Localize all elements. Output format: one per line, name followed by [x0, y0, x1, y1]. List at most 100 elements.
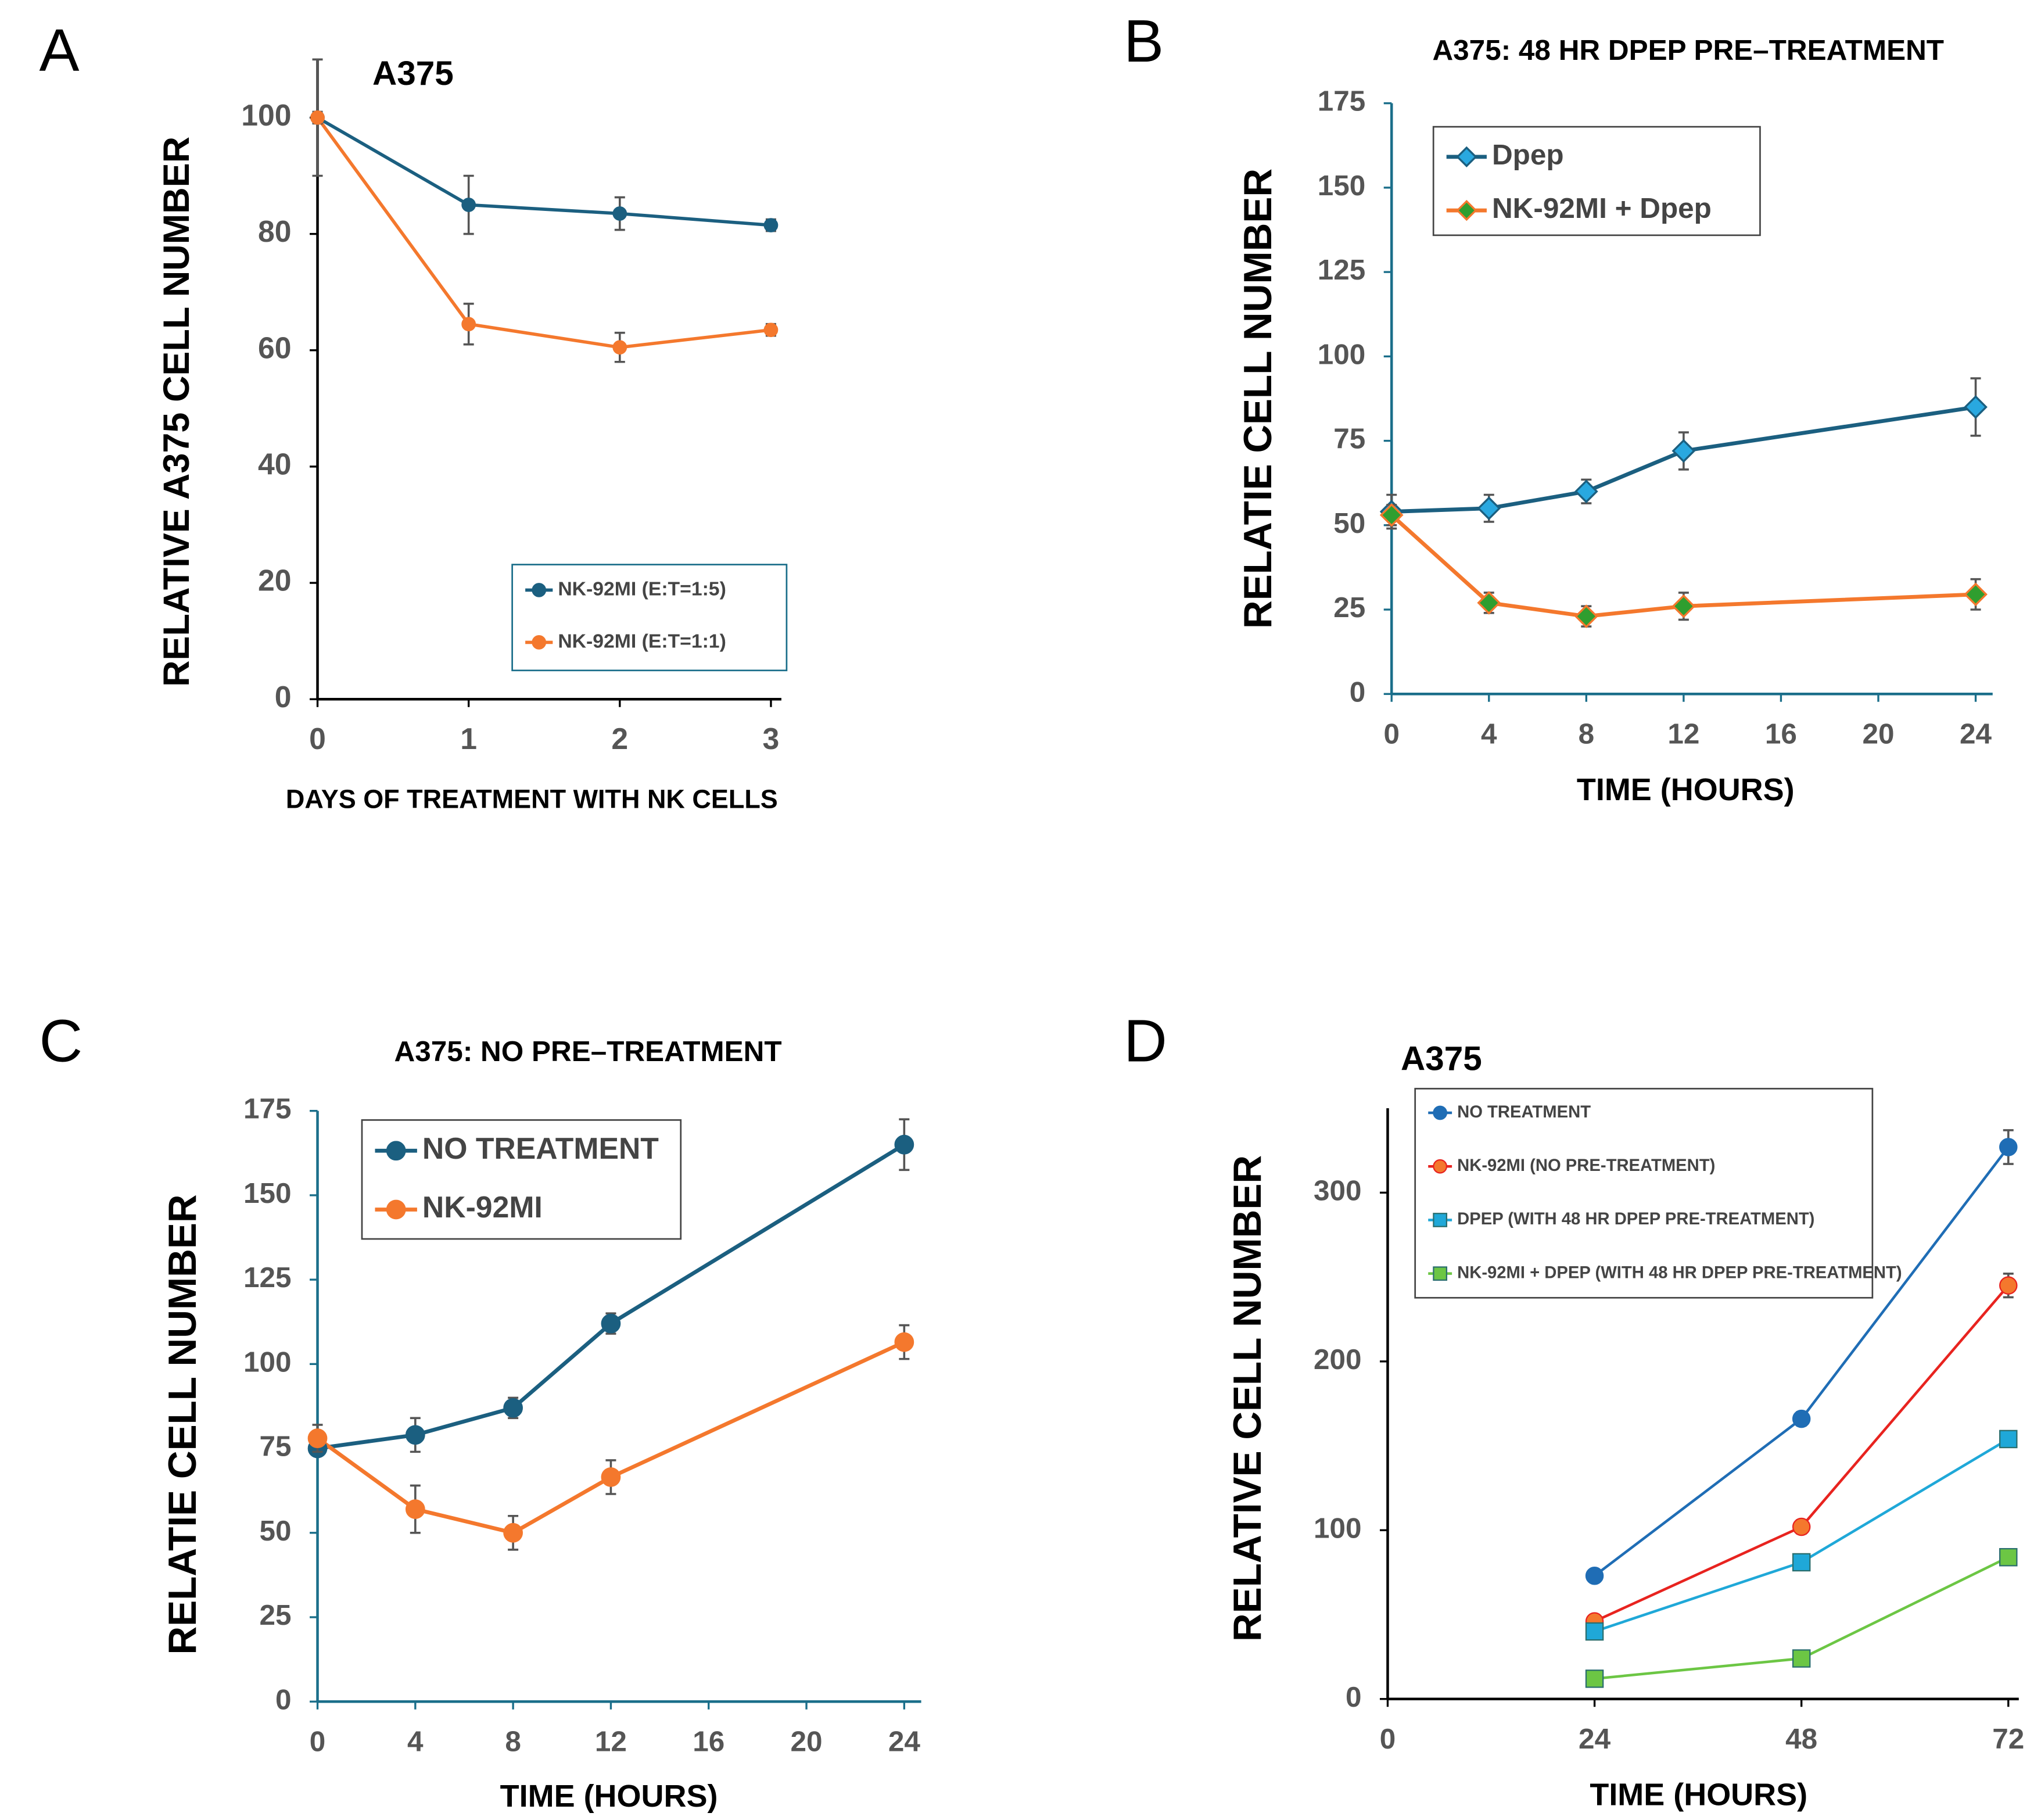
marker	[386, 1199, 406, 1220]
marker	[1456, 199, 1477, 221]
y-tick-label: 100	[243, 1346, 292, 1378]
chart-title: A375: NO PRE–TREATMENT	[394, 1036, 782, 1067]
y-tick-label: 50	[1333, 507, 1365, 539]
marker	[1999, 1138, 2018, 1156]
marker	[1585, 1566, 1604, 1585]
panel-label: A	[39, 16, 79, 84]
x-tick-label: 20	[1862, 718, 1894, 750]
x-tick-label: 8	[1579, 718, 1595, 750]
y-tick-label: 175	[243, 1093, 292, 1125]
series-line	[317, 116, 772, 227]
legend-box	[1414, 1088, 1874, 1299]
chart-title: A375	[1401, 1040, 1482, 1078]
marker	[1999, 1276, 2018, 1295]
marker	[1792, 1409, 1811, 1428]
y-tick-label: 125	[1318, 254, 1366, 286]
y-tick-label: 0	[275, 680, 292, 714]
y-axis-title: RELATIE CELL NUMBER	[1236, 169, 1280, 629]
chart-title: A375	[372, 55, 454, 92]
y-tick-label: 175	[1318, 85, 1366, 117]
marker	[763, 218, 779, 232]
y-tick-label: 80	[258, 214, 292, 248]
marker	[1456, 146, 1477, 168]
marker	[1433, 1213, 1448, 1227]
marker	[1574, 479, 1598, 504]
y-tick-label: 75	[1333, 423, 1365, 455]
y-tick-label: 0	[1346, 1681, 1362, 1713]
marker	[1574, 604, 1598, 629]
legend-box	[361, 1119, 682, 1240]
legend-label: NK-92MI (E:T=1:5)	[558, 578, 726, 600]
y-tick-label: 150	[1318, 170, 1366, 202]
x-tick-label: 0	[1380, 1723, 1396, 1755]
x-tick-label: 24	[888, 1725, 921, 1757]
x-tick-label: 12	[1667, 718, 1699, 750]
marker	[461, 317, 476, 332]
legend-label: NO TREATMENT	[422, 1131, 659, 1165]
marker	[1433, 1266, 1448, 1281]
y-tick-label: 200	[1314, 1343, 1362, 1375]
y-axis-title: RELATIVE A375 CELL NUMBER	[156, 137, 197, 687]
x-tick-label: 1	[460, 722, 477, 755]
y-tick-label: 25	[260, 1599, 292, 1631]
y-tick-label: 60	[258, 331, 292, 364]
marker	[1585, 1622, 1604, 1641]
y-tick-label: 50	[260, 1515, 292, 1547]
y-tick-label: 100	[1314, 1512, 1362, 1544]
marker	[612, 206, 627, 221]
marker	[310, 110, 325, 125]
y-axis-title: RELATIVE CELL NUMBER	[1226, 1155, 1269, 1642]
y-tick-label: 75	[260, 1431, 292, 1463]
marker	[763, 323, 779, 338]
y-tick-label: 100	[1318, 338, 1366, 370]
marker	[1792, 1517, 1811, 1536]
x-tick-label: 3	[763, 722, 780, 755]
legend-label: DPEP (WITH 48 HR DPEP PRE-TREATMENT)	[1457, 1210, 1814, 1228]
marker	[503, 1522, 523, 1543]
y-tick-label: 40	[258, 447, 292, 481]
marker	[405, 1499, 425, 1519]
y-tick-label: 25	[1333, 592, 1365, 624]
x-tick-label: 16	[693, 1725, 724, 1757]
x-tick-label: 24	[1960, 718, 1992, 750]
marker	[1585, 1669, 1604, 1688]
series-line	[316, 116, 772, 349]
y-tick-label: 20	[258, 564, 292, 597]
x-axis-title: TIME (HOURS)	[1577, 772, 1795, 807]
x-tick-label: 8	[505, 1725, 521, 1757]
marker	[601, 1467, 621, 1487]
marker	[1433, 1105, 1448, 1120]
legend-label: NK-92MI + Dpep	[1492, 192, 1712, 224]
x-tick-label: 0	[1383, 718, 1400, 750]
x-tick-label: 0	[310, 1725, 326, 1757]
marker	[894, 1332, 914, 1352]
marker	[612, 340, 627, 355]
panel-label: D	[1124, 1007, 1167, 1074]
legend-box	[1432, 126, 1761, 237]
marker	[461, 198, 476, 212]
marker	[1477, 496, 1501, 521]
marker	[386, 1141, 406, 1161]
x-axis-title: TIME (HOURS)	[1590, 1778, 1807, 1812]
chart-title: A375: 48 HR DPEP PRE–TREATMENT	[1432, 34, 1944, 66]
marker	[1671, 594, 1696, 618]
marker	[1964, 395, 1988, 419]
marker	[1964, 582, 1988, 607]
y-tick-label: 300	[1314, 1174, 1362, 1206]
x-axis-title: DAYS OF TREATMENT WITH NK CELLS	[286, 784, 778, 814]
y-tick-label: 0	[275, 1683, 292, 1715]
x-tick-label: 24	[1579, 1723, 1611, 1755]
marker	[601, 1313, 621, 1334]
marker	[405, 1425, 425, 1445]
marker	[1433, 1159, 1448, 1174]
y-tick-label: 125	[243, 1262, 292, 1294]
x-tick-label: 12	[595, 1725, 627, 1757]
y-tick-label: 100	[241, 98, 291, 132]
legend-label: NK-92MI (NO PRE-TREATMENT)	[1457, 1156, 1715, 1175]
y-tick-label: 0	[1350, 676, 1366, 708]
marker	[1379, 503, 1404, 527]
panel-label: B	[1124, 7, 1164, 74]
marker	[503, 1398, 523, 1418]
